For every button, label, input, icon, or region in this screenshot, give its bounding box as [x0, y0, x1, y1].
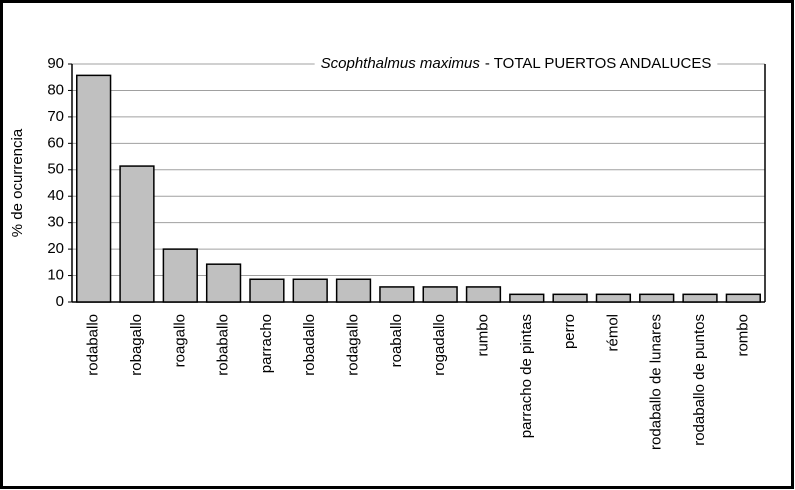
x-tick-label: rémol [604, 314, 621, 352]
x-tick-label: roaballo [388, 314, 405, 367]
x-tick-label: robaballo [215, 314, 232, 376]
y-tick-label: 0 [56, 293, 64, 310]
bar [725, 293, 761, 303]
bar [292, 278, 328, 303]
bar [595, 293, 632, 303]
y-tick-label: 10 [47, 267, 64, 284]
bar [465, 286, 502, 303]
x-tick-label: rodaballo de lunares [648, 314, 665, 450]
y-tick-label: 70 [47, 108, 64, 125]
x-tick-label: rodagallo [345, 314, 362, 376]
title-background [314, 52, 718, 76]
title-species: Scophthalmus maximus [321, 55, 481, 72]
y-tick-label: 40 [47, 187, 64, 204]
chart-title: Scophthalmus maximus - TOTAL PUERTOS ANDA… [321, 55, 712, 72]
y-tick-label: 90 [47, 55, 64, 72]
x-tick-label: rodaballo de puntos [691, 314, 708, 446]
bar [422, 286, 458, 303]
y-tick-label: 20 [47, 240, 64, 257]
bar [682, 293, 718, 303]
x-tick-label: robadallo [301, 314, 318, 376]
x-tick-label: perro [561, 314, 578, 349]
bar [205, 263, 242, 303]
y-tick-label: 60 [47, 134, 64, 151]
x-tick-label: rumbo [474, 314, 491, 357]
bar [162, 248, 198, 303]
x-tick-label: rodaballo [85, 314, 102, 376]
bar [76, 74, 112, 303]
bar [552, 293, 588, 303]
y-tick-label: 30 [47, 214, 64, 231]
title-text: - TOTAL PUERTOS ANDALUCES [485, 55, 711, 72]
x-tick-label: rogadallo [431, 314, 448, 376]
bar [335, 278, 372, 303]
x-tick-label: roagallo [171, 314, 188, 367]
y-tick-label: 80 [47, 81, 64, 98]
bar [119, 165, 155, 303]
bar [639, 293, 675, 303]
x-tick-label: parracho de pintas [518, 314, 535, 438]
bar [379, 286, 415, 303]
x-tick-label: rombo [734, 314, 751, 357]
bar [249, 278, 285, 303]
y-axis-label: % de ocurrencia [9, 128, 26, 237]
y-tick-label: 50 [47, 161, 64, 178]
x-tick-label: robagallo [128, 314, 145, 376]
x-tick-label: parracho [258, 314, 275, 373]
bar [509, 293, 545, 303]
